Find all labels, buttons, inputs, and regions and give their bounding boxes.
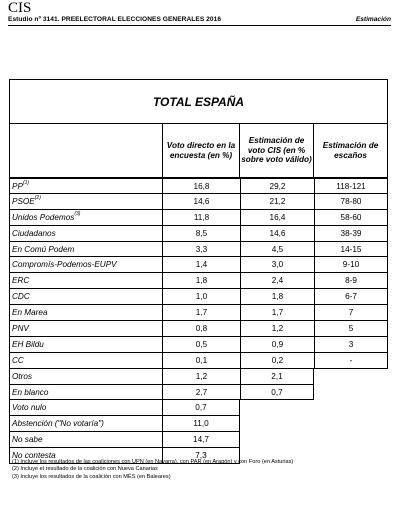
direct-vote-cell: 8,5 bbox=[162, 225, 240, 242]
party-name: Compromís-Podemos-EUPV bbox=[12, 260, 117, 270]
seat-estimate-cell: 3 bbox=[314, 336, 388, 353]
party-name-cell: No contesta bbox=[9, 448, 162, 465]
party-name-cell: ERC bbox=[9, 273, 162, 290]
footnote-marker: (3) bbox=[74, 211, 81, 218]
party-name: No sabe bbox=[12, 435, 43, 445]
party-name-cell: PP(1) bbox=[9, 178, 162, 194]
vote-estimate-cell: 0,2 bbox=[240, 352, 314, 369]
seat-estimate-cell: 5 bbox=[314, 321, 388, 337]
party-name-cell: PSOE(2) bbox=[9, 193, 162, 210]
direct-vote-cell: 1,4 bbox=[162, 257, 240, 274]
party-name-cell: En Comú Podem bbox=[9, 241, 162, 258]
footnote: (2) Incluye el resultado de la coalición… bbox=[12, 466, 158, 473]
seat-estimate-cell: 118-121 bbox=[314, 178, 388, 194]
seat-estimate-cell: 58-60 bbox=[314, 209, 388, 226]
column-header-seat-estimate: Estimación de escaños bbox=[314, 124, 388, 178]
direct-vote-cell: 0,5 bbox=[162, 336, 240, 353]
direct-vote-cell: 11,0 bbox=[162, 416, 240, 433]
footnote-marker: (1) bbox=[22, 180, 30, 187]
party-name-cell: Voto nulo bbox=[9, 400, 162, 417]
vote-estimate-cell: 2,4 bbox=[240, 273, 314, 290]
direct-vote-cell: 16,8 bbox=[162, 178, 240, 194]
seat-estimate-cell: 6-7 bbox=[314, 289, 388, 306]
party-name: En Comú Podem bbox=[12, 244, 75, 254]
party-name: CC bbox=[12, 355, 24, 365]
column-header-direct-vote: Voto directo en la encuesta (en %) bbox=[162, 124, 240, 178]
vote-estimate-cell: 1,2 bbox=[240, 321, 314, 337]
party-name-cell: PNV bbox=[9, 321, 162, 337]
vote-estimate-cell: 1,7 bbox=[240, 305, 314, 322]
direct-vote-cell: 14,7 bbox=[162, 432, 240, 449]
study-title: Estudio nº 3141. PREELECTORAL ELECCIONES… bbox=[8, 16, 222, 23]
party-name-cell: Otros bbox=[9, 368, 162, 385]
column-header-vote-estimate: Estimación de voto CIS (en % sobre voto … bbox=[240, 124, 314, 178]
vote-estimate-cell: 4,5 bbox=[240, 241, 314, 258]
footnote: (3) Incluye los resultados de la coalici… bbox=[12, 473, 171, 480]
party-name: Unidos Podemos bbox=[12, 212, 75, 222]
vote-estimate-cell: 14,6 bbox=[240, 225, 314, 242]
party-name: Ciudadanos bbox=[12, 228, 56, 238]
header-divider bbox=[8, 25, 391, 26]
party-name: Otros bbox=[12, 371, 33, 381]
direct-vote-cell: 1,8 bbox=[162, 273, 240, 290]
vote-estimate-cell: 21,2 bbox=[240, 193, 314, 210]
party-name: PNV bbox=[12, 324, 29, 334]
party-name: EH Bildu bbox=[12, 339, 44, 349]
direct-vote-cell: 0,7 bbox=[162, 400, 240, 417]
direct-vote-cell: 14,6 bbox=[162, 193, 240, 210]
direct-vote-cell: 3,3 bbox=[162, 241, 240, 258]
seat-estimate-cell: 38-39 bbox=[314, 225, 388, 242]
vote-estimate-cell: 2,1 bbox=[240, 368, 314, 385]
direct-vote-cell: 0,1 bbox=[162, 352, 240, 369]
party-name-cell: Compromís-Podemos-EUPV bbox=[9, 257, 162, 274]
party-name-cell: EH Bildu bbox=[9, 336, 162, 353]
seat-estimate-cell: 78-80 bbox=[314, 193, 388, 210]
direct-vote-cell: 11,8 bbox=[162, 209, 240, 226]
direct-vote-cell: 2,7 bbox=[162, 384, 240, 401]
vote-estimate-cell: 3,0 bbox=[240, 257, 314, 274]
party-name: Abstención ("No votaría") bbox=[12, 419, 104, 429]
vote-estimate-cell: 29,2 bbox=[240, 178, 314, 194]
party-name-cell: Ciudadanos bbox=[9, 225, 162, 242]
direct-vote-cell: 1,7 bbox=[162, 305, 240, 322]
party-name-cell: No sabe bbox=[9, 432, 162, 449]
party-name-cell: En Marea bbox=[9, 305, 162, 322]
seat-estimate-cell: 9-10 bbox=[314, 257, 388, 274]
party-name-cell: En blanco bbox=[9, 384, 162, 401]
seat-estimate-cell: 14-15 bbox=[314, 241, 388, 258]
footnote: (1) Incluye los resultados de las coalic… bbox=[12, 459, 294, 465]
party-name: No contesta bbox=[12, 451, 56, 461]
party-name: Voto nulo bbox=[12, 403, 47, 413]
direct-vote-cell: 1,2 bbox=[162, 368, 240, 385]
party-name-cell: CDC bbox=[9, 289, 162, 306]
footnotes: (1) Incluye los resultados de las coalic… bbox=[12, 459, 293, 481]
party-name: PSOE bbox=[12, 196, 35, 206]
cis-logo: CIS bbox=[8, 0, 32, 16]
vote-estimate-cell: 0,7 bbox=[240, 384, 314, 401]
party-name: En blanco bbox=[12, 387, 49, 397]
direct-vote-cell: 0,8 bbox=[162, 321, 240, 337]
party-column-header bbox=[9, 124, 162, 178]
party-name-cell: Unidos Podemos(3) bbox=[9, 209, 162, 226]
seat-estimate-cell: - bbox=[314, 352, 388, 369]
party-name: En Marea bbox=[12, 308, 48, 318]
party-name: CDC bbox=[12, 292, 30, 302]
party-name-cell: Abstención ("No votaría") bbox=[9, 416, 162, 433]
party-name: ERC bbox=[12, 276, 30, 286]
seat-estimate-cell: 7 bbox=[314, 305, 388, 322]
party-name-cell: CC bbox=[9, 352, 162, 369]
direct-vote-cell: 1,0 bbox=[162, 289, 240, 306]
direct-vote-cell: 7,3 bbox=[162, 448, 240, 465]
section-label: Estimación bbox=[355, 16, 391, 23]
seat-estimate-cell: 8-9 bbox=[314, 273, 388, 290]
party-name: PP bbox=[12, 182, 23, 191]
table-title-box: TOTAL ESPAÑA bbox=[9, 79, 388, 124]
footnote-marker: (2) bbox=[34, 195, 41, 202]
vote-estimate-cell: 1,8 bbox=[240, 289, 314, 306]
vote-estimate-cell: 0,9 bbox=[240, 336, 314, 353]
vote-estimate-cell: 16,4 bbox=[240, 209, 314, 226]
table-title: TOTAL ESPAÑA bbox=[152, 94, 245, 109]
